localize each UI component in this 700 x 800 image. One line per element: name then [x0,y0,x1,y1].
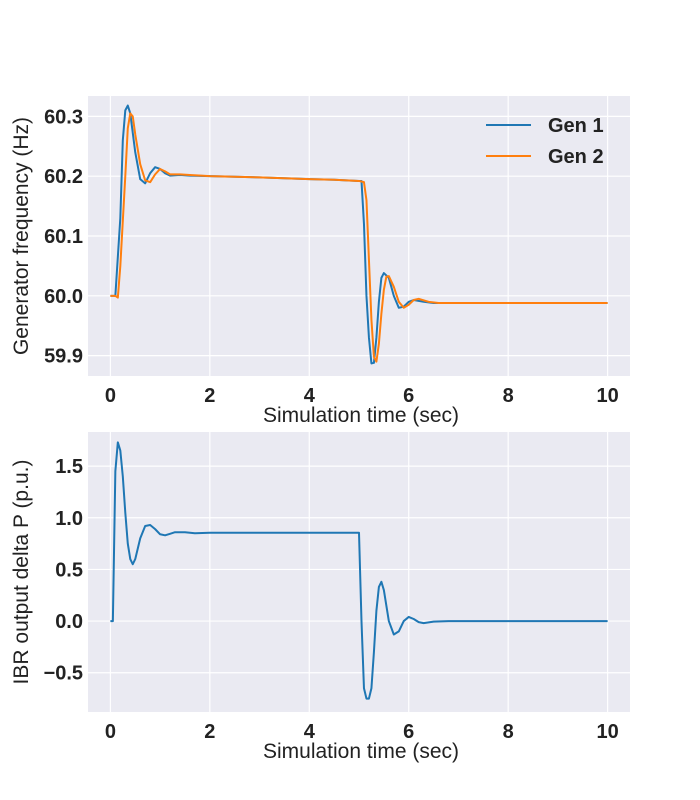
legend-label: Gen 2 [548,146,604,168]
x-tick-label: 2 [204,385,215,407]
x-tick-label: 4 [304,721,316,743]
y-tick-label: 59.9 [44,346,83,368]
y-tick-label: 60.0 [44,286,83,308]
x-tick-label: 0 [105,385,116,407]
y-tick-label: 0.5 [55,559,83,581]
x-tick-label: 4 [304,385,316,407]
y-tick-label: 1.5 [55,456,83,478]
frequency-plot: 0 2 4 6 8 10 59.9 60.0 60.1 60.2 60.3 Simulation ti… [10,96,630,427]
x-axis-label: Simulation time (sec) [263,740,459,763]
x-tick-label: 8 [503,721,514,743]
plot-area [88,432,630,712]
y-tick-label: 60.2 [44,166,83,188]
legend-label: Gen 1 [548,115,604,137]
y-tick-label: 60.3 [44,106,83,128]
y-tick-label: −0.5 [44,663,83,685]
y-tick-label: 0.0 [55,611,83,633]
series-line-1 [110,441,608,700]
y-axis-label: Generator frequency (Hz) [10,117,33,355]
x-tick-label: 2 [204,721,215,743]
x-axis-label: Simulation time (sec) [263,404,459,427]
y-tick-label: 60.1 [44,226,83,248]
y-axis-label: IBR output delta P (p.u.) [10,460,33,685]
x-tick-label: 6 [403,721,414,743]
y-tick-label: 1.0 [55,508,83,530]
legend: Gen 1 Gen 2 [486,115,604,168]
x-tick-label: 10 [596,721,618,743]
x-tick-label: 8 [503,385,514,407]
x-tick-label: 6 [403,385,414,407]
series-line-gen-2 [110,112,608,363]
x-tick-label: 0 [105,721,116,743]
x-tick-label: 10 [596,385,618,407]
ibr-power-plot: 0 2 4 6 8 10 −0.5 0.0 0.5 1.0 1.5 Simulation time (… [10,432,630,763]
